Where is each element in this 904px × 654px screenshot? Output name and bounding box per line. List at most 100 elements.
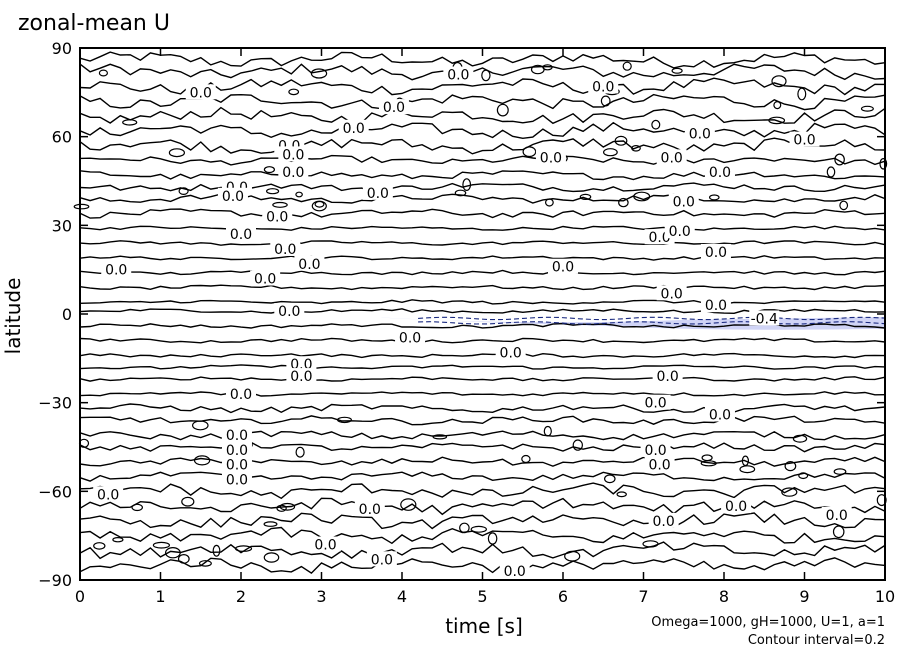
contour-loop (876, 494, 887, 507)
contour-line (79, 240, 886, 246)
contour-label-bg (362, 184, 393, 200)
parameter-note: Omega=1000, gH=1000, U=1, a=1 (651, 615, 885, 630)
contour-loop (739, 465, 756, 474)
x-tick-label: 1 (155, 587, 165, 606)
contour-line (79, 299, 886, 305)
contour-label: 0.0 (274, 242, 296, 258)
contour-label-bg (395, 329, 426, 345)
contour-loop (337, 416, 353, 424)
contour-line (79, 225, 886, 231)
contour-loop (122, 119, 138, 126)
contour-line (79, 284, 886, 291)
contour-label-bg (721, 498, 752, 514)
y-tick-label: −60 (38, 482, 72, 501)
contour-line (79, 364, 886, 370)
contour-loop (701, 454, 713, 462)
contour-line (79, 63, 886, 81)
contour-label: 0.0 (343, 121, 365, 137)
contour-label-bg (286, 368, 317, 384)
contour-label: 0.0 (371, 552, 393, 568)
contour-loop (152, 541, 170, 549)
contour-label-bg (588, 78, 619, 94)
contour-loop (164, 547, 181, 559)
contour-label-bg (664, 223, 695, 239)
contour-label-bg (704, 164, 735, 180)
contour-loop (212, 544, 221, 557)
contour-line (79, 415, 886, 426)
contour-label: 0.0 (230, 387, 252, 403)
contour-loop (545, 198, 554, 207)
contour-loop (192, 420, 209, 431)
contour-line (79, 182, 886, 193)
contour-loop (708, 194, 720, 201)
contour-line (79, 137, 886, 155)
contour-label: 0.0 (290, 369, 312, 385)
contour-loop (879, 158, 888, 170)
contour-line (79, 170, 886, 181)
contour-label-bg (221, 456, 252, 472)
contour-interval-note: Contour interval=0.2 (748, 633, 885, 648)
x-tick-label: 4 (397, 587, 407, 606)
contour-loop (832, 525, 845, 539)
contour-label: 0.0 (705, 245, 727, 261)
contour-label: 0.0 (504, 564, 526, 580)
contour-loop (618, 197, 629, 208)
contour-loop (295, 446, 305, 458)
contour-label: 0.0 (793, 133, 815, 149)
contour-label-bg (354, 501, 385, 517)
contour-loop (572, 439, 584, 451)
contour-label: 0.0 (314, 538, 336, 554)
contour-loop (642, 540, 659, 548)
contour-label: 0.0 (725, 499, 747, 515)
contour-loop (633, 191, 651, 202)
y-tick-label: −30 (38, 394, 72, 413)
x-tick-label: 9 (799, 587, 809, 606)
contour-label: 0.0 (689, 127, 711, 143)
contour-loop (263, 521, 278, 527)
y-axis-ticks: −90 −60 −30 0 30 60 90 (38, 39, 885, 590)
contour-line (79, 376, 886, 382)
contour-loop (266, 188, 280, 195)
contour-label: 0.0 (644, 396, 666, 412)
contour-loop (603, 474, 616, 484)
contour-line (79, 193, 886, 204)
contour-loop (771, 75, 787, 88)
contour-line (79, 482, 886, 500)
contour-label: 0.0 (705, 298, 727, 314)
contour-label: 0.0 (661, 150, 683, 166)
contour-line (79, 51, 886, 69)
contour-loop (263, 552, 280, 563)
contour-line (79, 269, 886, 276)
contour-loop (462, 178, 472, 192)
contour-label: 0.0 (226, 458, 248, 474)
x-axis-label: time [s] (445, 614, 523, 638)
contour-line (79, 471, 886, 482)
contour-loop (470, 525, 487, 533)
contour-label-bg (789, 131, 820, 147)
contour-loop (481, 69, 491, 82)
contour-line (79, 337, 886, 344)
contour-label: 0.0 (447, 68, 469, 84)
contour-line (79, 557, 886, 574)
contour-label-bg (652, 368, 683, 384)
contour-line (79, 391, 886, 397)
contour-label-bg (684, 125, 715, 141)
contour-label-bg (495, 344, 526, 360)
contour-loop (860, 105, 874, 112)
contour-line (79, 541, 886, 560)
contour-label-bg (185, 84, 216, 100)
contour-loop (177, 554, 190, 564)
x-tick-label: 10 (875, 587, 895, 606)
contour-label-bg (221, 427, 252, 443)
contour-label-bg (378, 99, 409, 115)
contour-loop (112, 537, 124, 543)
contour-loop (622, 61, 632, 71)
x-tick-label: 2 (236, 587, 246, 606)
contour-label: 0.0 (399, 331, 421, 347)
contour-label: 0.0 (500, 345, 522, 361)
contour-loop (279, 502, 296, 511)
contour-label-bg (93, 486, 124, 502)
contour-label: 0.0 (226, 443, 248, 459)
contour-line (79, 441, 886, 453)
